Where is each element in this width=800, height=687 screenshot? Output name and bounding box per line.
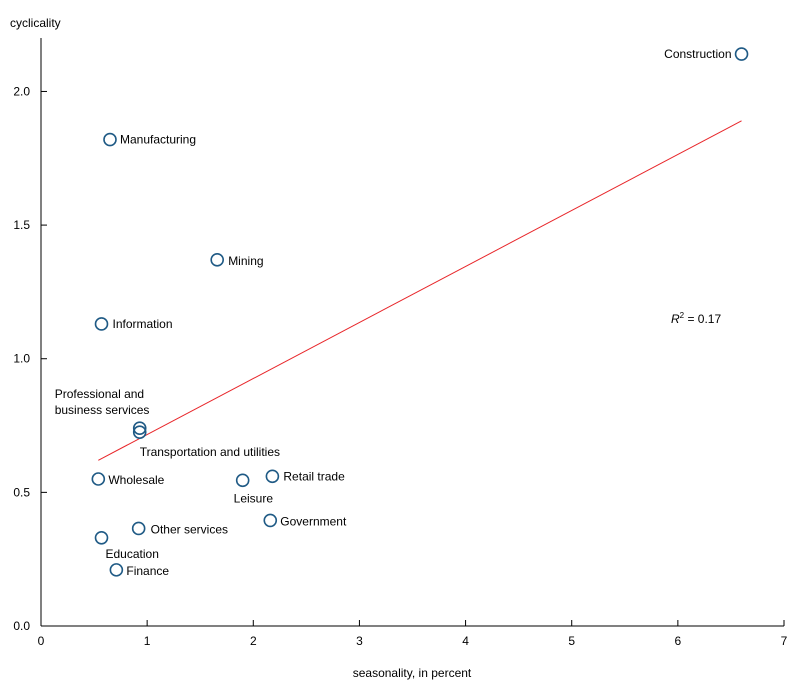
x-tick-label: 5 [568,634,575,648]
y-tick-label: 0.5 [13,485,30,499]
r-squared-annotation: R2 = 0.17 [671,311,721,326]
data-point [109,563,124,577]
axis-ticks: 0 1 2 3 4 5 6 7 0.0 0.5 1.0 1.5 2.0 [13,84,787,648]
point-label: Retail trade [283,469,345,483]
data-point [131,521,146,536]
point-label: Wholesale [108,473,164,487]
x-tick-label: 3 [356,634,363,648]
point-label: Mining [228,254,263,268]
point-label: Manufacturing [120,133,196,147]
point-label: Construction [664,47,731,61]
point-label: Information [113,317,173,331]
point-label: Government [280,514,347,528]
point-label: Finance [126,564,169,578]
data-point [132,425,147,440]
y-tick-label: 1.5 [13,218,30,232]
data-point [265,469,280,484]
y-tick-label: 1.0 [13,352,30,366]
r-squared-r: R [671,312,680,326]
point-label: Professional and business services [55,387,150,417]
data-point [91,472,106,486]
r-squared-exponent: 2 [680,311,685,320]
x-tick-label: 1 [144,634,151,648]
data-point [734,47,749,61]
data-point [210,253,224,267]
x-tick-label: 2 [250,634,257,648]
data-point [132,421,147,436]
x-tick-label: 6 [675,634,682,648]
data-point [94,530,109,545]
point-label: Leisure [234,491,274,505]
y-axis-label: cyclicality [10,16,61,30]
y-tick-label: 2.0 [13,84,30,98]
x-tick-label: 7 [781,634,788,648]
point-label: Education [106,547,159,561]
data-points: Construction Manufacturing Mining Informati… [55,47,749,578]
data-point [235,473,250,488]
x-tick-label: 0 [38,634,45,648]
trend-line [98,120,742,461]
y-tick-label: 0.0 [13,619,30,633]
data-point [103,132,117,147]
x-tick-label: 4 [462,634,469,648]
point-label: Transportation and utilities [140,445,280,459]
point-label: Other services [151,522,228,536]
data-point [263,513,278,528]
data-point [94,317,109,331]
x-axis-label: seasonality, in percent [353,666,472,680]
r-squared-value: = 0.17 [684,312,721,326]
